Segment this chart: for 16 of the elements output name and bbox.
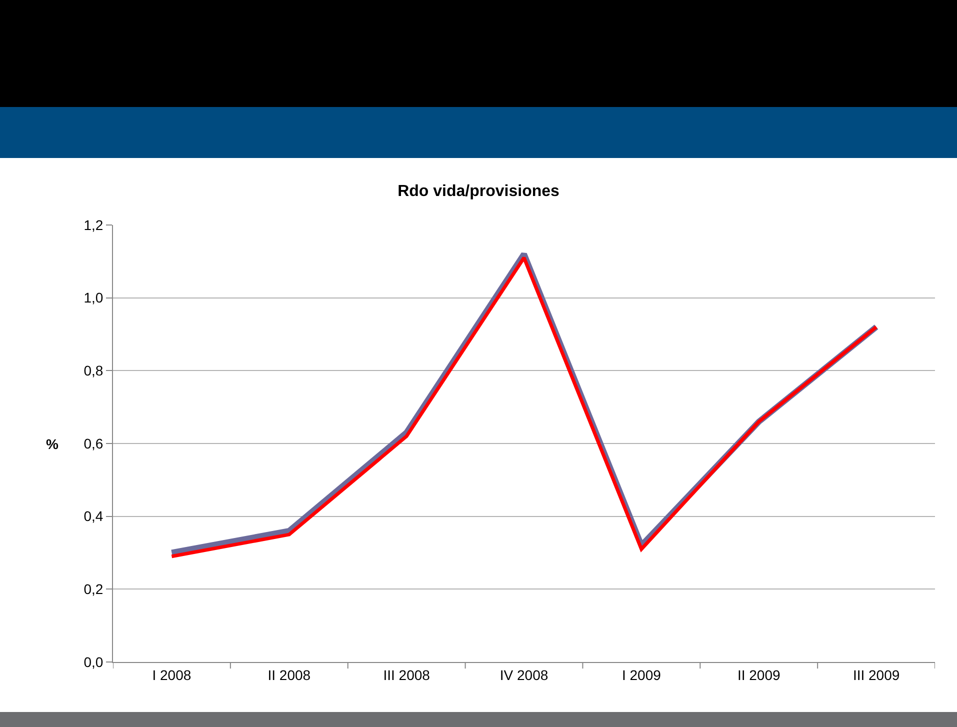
- y-axis-title: %: [46, 436, 59, 452]
- y-tick-label: 0,0: [84, 654, 104, 670]
- x-tick-label: II 2009: [737, 666, 780, 683]
- x-tick-label: I 2009: [622, 666, 662, 683]
- x-tick-label: III 2009: [852, 666, 900, 683]
- y-tick-label: 1,0: [84, 290, 104, 306]
- y-tick-label: 0,2: [84, 581, 104, 598]
- x-tick-label: IV 2008: [500, 666, 548, 683]
- x-tick-label: I 2008: [152, 666, 192, 683]
- y-tick-label: 0,8: [84, 362, 104, 379]
- y-tick-label: 0,6: [84, 435, 104, 452]
- y-tick-label: 1,2: [84, 216, 104, 233]
- x-tick-label: III 2008: [383, 666, 430, 683]
- x-tick-label: II 2008: [268, 666, 311, 683]
- chart-title: Rdo vida/provisiones: [398, 182, 560, 200]
- y-tick-label: 0,4: [84, 508, 104, 524]
